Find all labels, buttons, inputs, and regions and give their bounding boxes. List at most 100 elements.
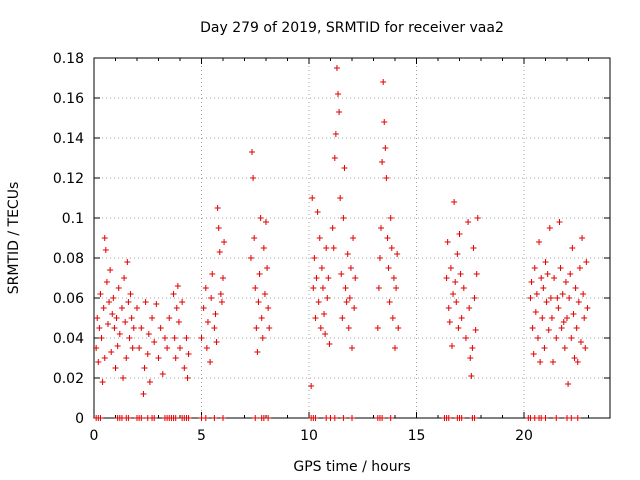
data-point bbox=[257, 215, 264, 221]
y-tick-label: 0.14 bbox=[53, 131, 84, 147]
data-point bbox=[141, 365, 148, 371]
data-point bbox=[122, 319, 129, 325]
data-point bbox=[574, 359, 581, 365]
data-point bbox=[469, 345, 476, 351]
data-point bbox=[120, 375, 127, 381]
data-point bbox=[332, 131, 339, 137]
data-point bbox=[220, 415, 226, 421]
data-point bbox=[534, 335, 541, 341]
data-point bbox=[216, 249, 223, 255]
data-point bbox=[218, 299, 225, 305]
data-point bbox=[344, 251, 351, 257]
data-point bbox=[101, 355, 108, 361]
data-point bbox=[256, 271, 263, 277]
data-point bbox=[200, 305, 207, 311]
data-point bbox=[567, 271, 574, 277]
data-point bbox=[458, 315, 465, 321]
data-point bbox=[249, 149, 256, 155]
data-point bbox=[95, 359, 102, 365]
data-point bbox=[128, 315, 135, 321]
data-point bbox=[383, 175, 390, 181]
data-point bbox=[540, 285, 547, 291]
data-point bbox=[340, 215, 347, 221]
data-point bbox=[99, 379, 106, 385]
data-point bbox=[443, 275, 450, 281]
y-tick-label: 0.04 bbox=[53, 331, 84, 347]
data-point bbox=[144, 351, 151, 357]
data-point bbox=[98, 335, 105, 341]
data-point bbox=[107, 267, 114, 273]
data-point bbox=[116, 331, 123, 337]
data-point bbox=[374, 325, 381, 331]
data-point bbox=[265, 305, 272, 311]
data-point bbox=[164, 345, 171, 351]
data-point bbox=[251, 235, 258, 241]
data-point bbox=[202, 415, 209, 421]
data-point bbox=[181, 365, 188, 371]
data-point bbox=[111, 325, 118, 331]
data-point bbox=[395, 325, 402, 331]
data-point bbox=[121, 275, 128, 281]
data-point bbox=[157, 325, 164, 331]
data-point bbox=[102, 247, 109, 253]
data-point bbox=[312, 315, 319, 321]
data-point bbox=[349, 415, 355, 421]
data-point bbox=[539, 315, 546, 321]
data-point bbox=[97, 415, 104, 421]
data-point bbox=[96, 325, 103, 331]
data-point bbox=[252, 285, 259, 291]
data-point bbox=[260, 245, 267, 251]
data-point bbox=[263, 219, 269, 225]
data-point bbox=[145, 331, 152, 337]
data-point bbox=[347, 265, 354, 271]
data-point bbox=[252, 415, 259, 421]
data-point bbox=[565, 381, 572, 387]
data-point bbox=[389, 315, 396, 321]
data-point bbox=[387, 415, 394, 421]
data-point bbox=[393, 285, 400, 291]
data-point bbox=[553, 415, 560, 421]
data-point bbox=[542, 259, 549, 265]
data-point bbox=[352, 275, 359, 281]
data-point bbox=[114, 343, 121, 349]
data-point bbox=[529, 325, 536, 331]
data-point bbox=[544, 271, 551, 277]
data-point bbox=[473, 271, 480, 277]
data-point bbox=[467, 355, 474, 361]
data-point bbox=[134, 305, 140, 311]
data-point bbox=[255, 299, 262, 305]
y-tick-label: 0.16 bbox=[53, 91, 84, 107]
data-point bbox=[387, 215, 394, 221]
data-point bbox=[572, 285, 579, 291]
data-point bbox=[537, 359, 544, 365]
y-tick-label: 0.08 bbox=[53, 251, 84, 267]
data-point bbox=[472, 327, 479, 333]
data-point bbox=[138, 325, 145, 331]
data-point bbox=[250, 175, 257, 181]
data-point bbox=[211, 415, 218, 421]
data-point bbox=[247, 255, 254, 261]
data-point bbox=[179, 299, 186, 305]
data-point bbox=[582, 345, 589, 351]
data-point bbox=[175, 319, 182, 325]
data-point bbox=[474, 215, 481, 221]
data-point bbox=[264, 265, 271, 271]
data-point bbox=[259, 335, 266, 341]
data-point bbox=[94, 315, 101, 321]
data-point bbox=[330, 245, 337, 251]
data-point bbox=[140, 391, 147, 397]
data-point bbox=[465, 219, 472, 225]
data-point bbox=[550, 359, 557, 365]
data-point bbox=[314, 209, 321, 215]
data-point bbox=[339, 315, 346, 321]
data-point bbox=[379, 415, 386, 421]
data-point bbox=[215, 225, 222, 231]
data-point bbox=[309, 195, 316, 201]
data-point bbox=[324, 295, 331, 301]
data-point bbox=[208, 295, 215, 301]
data-point bbox=[531, 265, 538, 271]
data-point bbox=[349, 345, 355, 351]
data-point bbox=[315, 299, 322, 305]
data-point bbox=[342, 285, 349, 291]
x-axis-label: GPS time / hours bbox=[293, 459, 410, 475]
